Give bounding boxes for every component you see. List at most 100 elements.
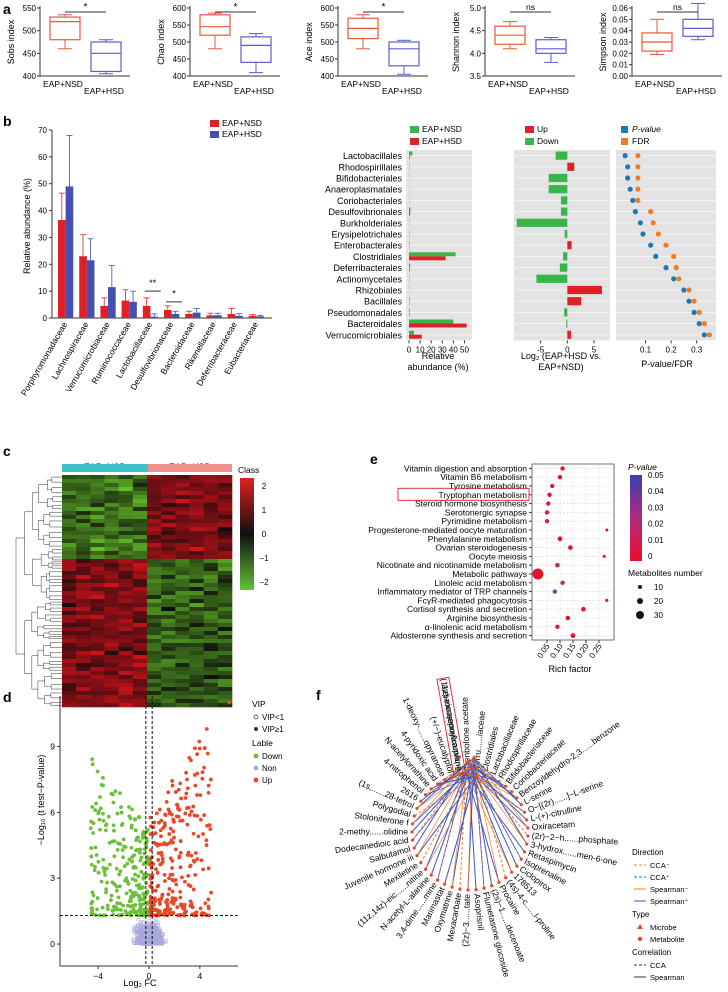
p-value-point <box>696 321 702 327</box>
heatmap-cell <box>189 499 204 504</box>
heatmap-cell <box>175 579 190 584</box>
number-legend-dot <box>637 598 643 604</box>
p-value-point <box>663 265 669 271</box>
sig-label: * <box>382 2 386 13</box>
heatmap-cell <box>90 595 105 600</box>
enrich-dot <box>581 606 586 612</box>
b-ylabel: Relative abundance (%) <box>22 178 32 274</box>
heatmap-cell <box>62 551 77 556</box>
type-microbe: Microbe <box>650 923 677 932</box>
volcano-point-down <box>90 757 95 762</box>
direction-cca-neg: CCA⁻ <box>650 861 670 870</box>
volcano-point-down <box>107 840 112 845</box>
heatmap-cell <box>90 487 105 492</box>
volcano-point-down <box>132 853 137 858</box>
heatmap-cell <box>132 551 148 556</box>
volcano-point-up <box>174 882 179 887</box>
volcano-point-down <box>119 810 124 815</box>
heatmap-cell <box>175 479 190 484</box>
heatmap-cell <box>217 687 233 692</box>
volcano-point-non <box>164 938 169 943</box>
heatmap-cell <box>147 479 162 484</box>
heatmap-cell <box>90 659 105 664</box>
heatmap-cell <box>104 675 119 680</box>
heatmap-cell <box>76 571 91 576</box>
volcano-point-up <box>158 862 163 867</box>
volcano-point-down <box>89 846 94 851</box>
heatmap-cell <box>203 527 219 532</box>
p-value-point <box>637 220 644 226</box>
fdr-point <box>696 309 702 315</box>
network-edge <box>451 767 473 888</box>
heatmap-cell <box>118 579 134 584</box>
abund-tick-label: 10 <box>416 345 425 354</box>
heatmap-cell <box>118 591 134 596</box>
volcano-point-down <box>117 884 122 889</box>
heatmap-cell <box>62 531 77 536</box>
heatmap-cell <box>147 675 162 680</box>
enrich-dot <box>568 545 573 550</box>
heatmap-cell <box>189 575 204 580</box>
volcano-point-up <box>188 864 192 869</box>
heatmap-cell <box>62 631 77 636</box>
volcano-point-down <box>124 891 129 896</box>
heatmap-cell <box>76 543 91 548</box>
heatmap-cell <box>76 651 91 656</box>
heatmap-cell <box>62 703 77 708</box>
label-item-down: Down <box>262 752 282 761</box>
heatmap-cell <box>90 623 105 628</box>
corr-cca: CCA <box>650 961 666 970</box>
boxplot-tick-label: 0.02 <box>612 49 628 58</box>
bar-nsd <box>227 313 236 318</box>
volcano-point-down <box>101 818 106 823</box>
network-edge <box>420 767 473 863</box>
heatmap-cell <box>161 579 176 584</box>
heatmap-cell <box>118 555 134 560</box>
heatmap-cell <box>147 579 162 584</box>
heatmap-cell <box>203 611 219 616</box>
heatmap-cell <box>90 587 105 592</box>
heatmap-legend-tick: −1 <box>259 554 269 563</box>
boxplot-tick-label: 500 <box>23 27 37 36</box>
heatmap-cell <box>217 555 233 560</box>
order-label: Deferribacterales <box>333 263 402 273</box>
enrich-dot <box>605 528 609 532</box>
log2-bar-down <box>548 173 568 183</box>
heatmap-cell <box>90 627 105 632</box>
heatmap-cell <box>203 667 219 672</box>
order-label: Bacteroidales <box>347 319 402 329</box>
heatmap-cell <box>203 503 219 508</box>
network-label: (2z)−3......tate <box>460 894 472 947</box>
enrich-dot <box>602 554 606 558</box>
heatmap-cell <box>104 491 119 496</box>
volcano-point-down <box>133 903 138 907</box>
volcano-point-up <box>179 875 184 880</box>
heatmap-cell <box>147 603 162 608</box>
heatmap-cell <box>217 539 233 544</box>
log2-bar-up <box>567 330 572 339</box>
order-label: Coriobacteriales <box>337 196 403 206</box>
heatmap-cell <box>189 539 204 544</box>
heatmap-cell <box>217 655 233 660</box>
heatmap-cell <box>90 619 105 624</box>
heatmap-cell <box>161 503 176 508</box>
heatmap-cell <box>203 647 219 652</box>
heatmap-cell <box>147 563 162 568</box>
abund-tick-label: 40 <box>449 345 458 354</box>
heatmap-cell <box>217 531 233 536</box>
heatmap-cell <box>132 591 148 596</box>
volcano-point-up <box>166 790 171 795</box>
volcano-point-down <box>120 821 125 826</box>
volcano-point-down <box>131 907 136 911</box>
heatmap-cell <box>132 567 148 572</box>
number-item-30: 30 <box>654 611 663 620</box>
volcano-point-down <box>141 892 146 896</box>
volcano-point-up <box>200 770 205 774</box>
volcano-point-down <box>101 865 106 870</box>
pathway-label: α-linolenic acid metabolism <box>425 622 527 632</box>
heatmap-cell <box>90 491 105 496</box>
type-metabolite-marker <box>637 936 643 942</box>
heatmap-cell <box>189 503 204 508</box>
volcano-point-up <box>175 803 180 808</box>
heatmap-cell <box>90 539 105 544</box>
